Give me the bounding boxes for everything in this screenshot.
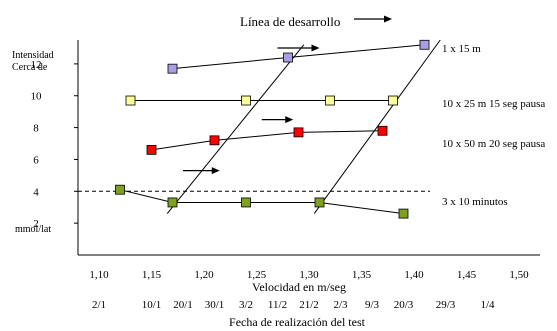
data-point xyxy=(325,95,335,106)
series-line-3-x-10-minutos xyxy=(119,189,404,215)
x-tick-label: 1,40 xyxy=(404,269,424,281)
y-axis-label-line1: Intensidad xyxy=(12,50,54,61)
date-tick-label: 2/3 xyxy=(333,299,348,311)
date-tick-label: 3/2 xyxy=(239,299,253,311)
data-point xyxy=(167,63,178,74)
series-label-1x15m: 1 x 15 m xyxy=(442,43,481,55)
date-tick-label: 2/1 xyxy=(92,299,106,311)
date-tick-label: 30/1 xyxy=(205,299,225,311)
data-point xyxy=(241,95,251,106)
x-tick-label: 1,30 xyxy=(299,269,319,281)
series-label-10x50m: 10 x 50 m 20 seg pausa xyxy=(442,138,545,150)
arrow-head xyxy=(285,116,294,124)
data-point xyxy=(293,127,304,138)
y-axis-label-line2: Cerca de xyxy=(12,62,48,73)
series-label-3x10min: 3 x 10 minutos xyxy=(442,196,508,208)
x-tick-label: 1,45 xyxy=(457,269,477,281)
trend-lines xyxy=(166,39,441,214)
series-label-10x25m: 10 x 25 m 15 seg pausa xyxy=(442,98,545,110)
series-group xyxy=(115,39,430,219)
arrow-head xyxy=(311,44,320,52)
x-axis-label-dates: Fecha de realización del test xyxy=(229,315,366,329)
trend-line xyxy=(313,39,441,214)
data-point xyxy=(146,144,157,155)
y-tick-label: 4 xyxy=(33,186,39,198)
y-axis-unit-label: mmol/lat xyxy=(15,224,51,235)
date-axis-ticks: 2/1 10/1 20/1 30/1 3/2 11/2 21/2 2/3 9/3 20/3 29/3… xyxy=(92,299,495,311)
date-tick-label: 21/2 xyxy=(299,299,319,311)
date-tick-label: 20/1 xyxy=(173,299,193,311)
direction-arrows xyxy=(183,44,320,175)
series-labels: 1 x 15 m 10 x 25 m 15 seg pausa 10 x 50 … xyxy=(442,43,545,208)
data-point xyxy=(398,208,409,219)
series-10-x-50-m-20-seg-pausa xyxy=(146,125,388,155)
x-tick-label: 1,35 xyxy=(352,269,372,281)
y-tick-label: 8 xyxy=(33,123,39,135)
direction-arrow xyxy=(261,116,294,124)
series-10-x-25-m-15-seg-pausa xyxy=(125,95,398,106)
x-tick-label: 1,15 xyxy=(142,269,162,281)
x-tick-label: 1,50 xyxy=(509,269,529,281)
series-1-x-15-m xyxy=(167,39,430,74)
date-tick-label: 11/2 xyxy=(268,299,287,311)
data-point xyxy=(125,95,136,106)
y-tick-label: 12 xyxy=(31,59,42,71)
direction-arrow xyxy=(277,44,320,52)
data-point xyxy=(314,197,325,208)
x-tick-label: 1,25 xyxy=(247,269,267,281)
arrow-head xyxy=(211,167,220,175)
direction-arrow xyxy=(183,167,220,175)
series-3-x-10-minutos xyxy=(115,184,409,219)
x-tick-label: 1,20 xyxy=(194,269,214,281)
series-line-10-x-50-m-20-seg-pausa xyxy=(151,130,383,151)
data-point xyxy=(388,95,398,106)
data-point xyxy=(419,39,430,50)
data-point xyxy=(209,135,220,146)
y-tick-label: 10 xyxy=(31,91,43,103)
chart-title: Línea de desarrollo xyxy=(240,14,340,29)
date-tick-label: 20/3 xyxy=(394,299,414,311)
y-axis-ticks: 2 4 6 8 10 12 xyxy=(31,59,78,230)
date-tick-label: 29/3 xyxy=(436,299,456,311)
x-axis-ticks: 1,10 1,15 1,20 1,25 1,30 1,35 1,40 1,45 1,50 xyxy=(89,269,529,281)
date-tick-label: 9/3 xyxy=(365,299,380,311)
x-axis-label: Velocidad en m/seg xyxy=(252,280,346,294)
trend-line xyxy=(166,44,305,214)
data-point xyxy=(241,197,251,208)
data-point xyxy=(115,184,125,195)
y-tick-label: 2 xyxy=(33,218,39,230)
y-tick-label: 6 xyxy=(33,154,39,166)
title-arrow xyxy=(354,15,392,23)
date-tick-label: 1/4 xyxy=(480,299,495,311)
data-point xyxy=(377,125,388,136)
data-point xyxy=(167,197,178,208)
x-tick-label: 1,10 xyxy=(89,269,109,281)
date-tick-label: 10/1 xyxy=(142,299,162,311)
data-point xyxy=(283,52,293,63)
